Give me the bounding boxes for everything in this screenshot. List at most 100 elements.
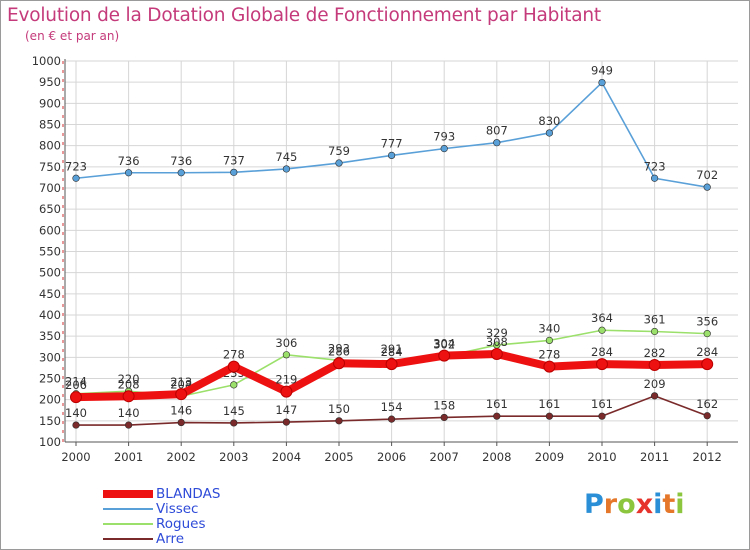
data-point-vissec bbox=[282, 165, 291, 173]
data-point-vissec bbox=[598, 78, 606, 87]
data-point-blandas bbox=[70, 391, 82, 404]
x-tick-label: 2006 bbox=[377, 450, 406, 464]
data-label-vissec: 949 bbox=[591, 64, 613, 78]
data-point-rogues bbox=[703, 330, 711, 338]
y-tick-label: 450 bbox=[39, 287, 61, 301]
x-tick-label: 2002 bbox=[167, 450, 196, 464]
y-tick-label: 200 bbox=[39, 393, 61, 407]
data-label-blandas: 284 bbox=[591, 345, 613, 359]
data-point-arre bbox=[703, 412, 711, 420]
data-label-rogues: 356 bbox=[696, 315, 718, 329]
data-label-arre: 161 bbox=[591, 397, 613, 411]
legend-swatch-blandas bbox=[103, 490, 153, 498]
data-label-arre: 162 bbox=[696, 397, 718, 411]
data-label-rogues: 293 bbox=[328, 341, 350, 355]
y-tick-label: 300 bbox=[39, 350, 61, 364]
y-tick-label: 400 bbox=[39, 308, 61, 322]
data-label-arre: 161 bbox=[538, 397, 560, 411]
data-point-vissec bbox=[177, 169, 185, 177]
legend-swatch-vissec bbox=[103, 508, 153, 510]
data-point-arre bbox=[335, 417, 343, 425]
data-label-blandas: 282 bbox=[644, 346, 666, 360]
data-label-blandas: 284 bbox=[381, 345, 403, 359]
data-label-arre: 140 bbox=[65, 406, 87, 420]
data-label-arre: 140 bbox=[118, 406, 140, 420]
data-point-blandas bbox=[490, 347, 503, 360]
data-label-vissec: 736 bbox=[170, 154, 192, 168]
data-label-blandas: 213 bbox=[170, 375, 192, 389]
data-label-rogues: 214 bbox=[65, 375, 87, 389]
y-tick-label: 650 bbox=[39, 202, 61, 216]
data-point-arre bbox=[493, 412, 501, 420]
data-point-vissec bbox=[545, 129, 554, 137]
data-point-arre bbox=[230, 419, 238, 427]
data-label-arre: 154 bbox=[381, 400, 403, 414]
data-point-vissec bbox=[440, 145, 448, 153]
y-tick-label: 350 bbox=[39, 329, 61, 343]
data-label-arre: 147 bbox=[275, 403, 297, 417]
data-label-arre: 146 bbox=[170, 404, 192, 418]
x-tick-label: 2010 bbox=[587, 450, 616, 464]
legend-swatch-arre bbox=[103, 538, 153, 540]
data-label-arre: 209 bbox=[644, 377, 666, 391]
data-point-arre bbox=[440, 413, 448, 422]
data-label-rogues: 291 bbox=[381, 342, 403, 356]
data-point-arre bbox=[545, 412, 554, 420]
x-tick-label: 2003 bbox=[219, 450, 248, 464]
data-point-vissec bbox=[72, 174, 80, 182]
y-tick-label: 250 bbox=[39, 372, 61, 386]
data-label-blandas: 278 bbox=[538, 348, 560, 362]
legend-label-vissec: Vissec bbox=[156, 501, 199, 517]
data-label-blandas: 284 bbox=[696, 345, 718, 359]
y-tick-label: 950 bbox=[39, 75, 61, 89]
legend-label-blandas: BLANDAS bbox=[156, 486, 221, 502]
data-label-arre: 145 bbox=[223, 404, 245, 418]
data-point-rogues bbox=[650, 327, 659, 336]
logo-letter: i bbox=[653, 489, 663, 520]
data-label-vissec: 737 bbox=[223, 153, 245, 167]
data-point-blandas bbox=[648, 358, 661, 371]
data-label-vissec: 793 bbox=[433, 130, 455, 144]
data-point-rogues bbox=[545, 336, 554, 345]
x-tick-label: 2001 bbox=[114, 450, 143, 464]
data-label-blandas: 304 bbox=[433, 337, 455, 351]
x-tick-label: 2011 bbox=[640, 450, 669, 464]
data-point-blandas bbox=[333, 357, 345, 370]
y-tick-label: 750 bbox=[39, 160, 61, 174]
data-label-rogues: 302 bbox=[433, 337, 455, 351]
logo-letter: t bbox=[662, 489, 676, 520]
chart-subtitle: (en € et par an) bbox=[25, 29, 120, 43]
data-label-blandas: 208 bbox=[118, 377, 140, 391]
logo-letter: i bbox=[675, 489, 685, 520]
data-label-vissec: 759 bbox=[328, 144, 350, 158]
logo-letter: r bbox=[603, 489, 618, 520]
data-point-blandas bbox=[438, 349, 451, 362]
data-point-blandas bbox=[227, 360, 240, 373]
legend-label-arre: Arre bbox=[156, 531, 185, 547]
data-point-rogues bbox=[598, 326, 606, 334]
data-point-arre bbox=[282, 418, 291, 426]
y-tick-label: 500 bbox=[39, 266, 61, 280]
data-label-vissec: 723 bbox=[644, 159, 666, 173]
data-point-rogues bbox=[282, 351, 291, 359]
y-tick-label: 1000 bbox=[32, 54, 61, 68]
y-tick-label: 600 bbox=[39, 223, 61, 237]
data-label-rogues: 329 bbox=[486, 326, 508, 340]
data-label-blandas: 286 bbox=[328, 344, 350, 358]
y-tick-label: 800 bbox=[39, 139, 61, 153]
data-label-vissec: 745 bbox=[275, 150, 297, 164]
y-tick-label: 150 bbox=[39, 414, 61, 428]
data-point-blandas bbox=[701, 358, 714, 371]
chart-title: Evolution de la Dotation Globale de Fonc… bbox=[7, 5, 601, 26]
data-point-blandas bbox=[280, 385, 293, 398]
data-label-blandas: 219 bbox=[275, 373, 297, 387]
data-label-blandas: 278 bbox=[223, 348, 245, 362]
x-tick-label: 2008 bbox=[482, 450, 511, 464]
data-point-blandas bbox=[122, 390, 135, 403]
data-label-blandas: 206 bbox=[65, 378, 87, 392]
data-point-vissec bbox=[703, 183, 711, 191]
x-tick-label: 2005 bbox=[324, 450, 353, 464]
data-point-rogues bbox=[230, 381, 238, 389]
data-point-blandas bbox=[175, 388, 188, 401]
